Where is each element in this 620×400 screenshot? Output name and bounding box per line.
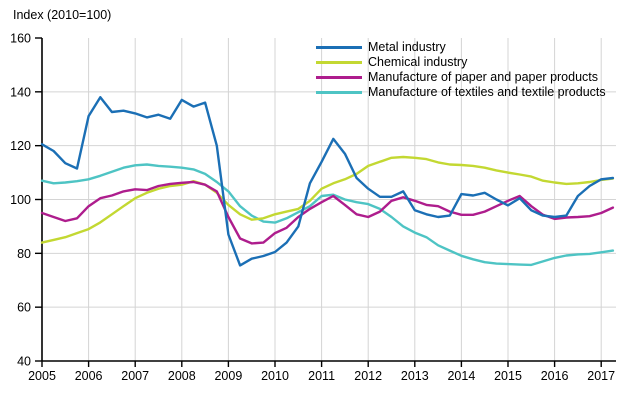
x-tick-label: 2005 [28,369,56,383]
legend-swatch-chemical [316,60,362,64]
x-tick-label: 2007 [121,369,149,383]
series-line-3 [40,163,615,267]
x-tick-label: 2008 [168,369,196,383]
legend-item-chemical: Chemical industry [316,56,606,68]
legend-swatch-metal [316,45,362,49]
y-tick-label: 100 [10,193,31,207]
x-tick-label: 2009 [214,369,242,383]
series-line-0 [40,95,615,267]
x-tick-label: 2011 [308,369,335,383]
x-tick-label: 2013 [401,369,429,383]
chart-title: Index (2010=100) [13,8,112,22]
series-line-2 [40,180,615,245]
legend-item-textiles: Manufacture of textiles and textile prod… [316,86,606,98]
chart-legend: Metal industry Chemical industry Manufac… [316,41,606,98]
y-tick-label: 60 [17,301,31,315]
legend-item-metal: Metal industry [316,41,606,53]
legend-swatch-paper [316,75,362,79]
x-tick-label: 2015 [494,369,522,383]
x-tick-label: 2014 [447,369,475,383]
x-tick-label: 2016 [541,369,569,383]
y-tick-label: 140 [10,85,31,99]
series-line-1 [40,155,615,244]
legend-label-paper: Manufacture of paper and paper products [368,70,599,84]
legend-label-metal: Metal industry [368,40,446,54]
legend-label-chemical: Chemical industry [368,55,468,69]
x-tick-label: 2010 [261,369,289,383]
y-tick-label: 160 [10,32,31,46]
y-tick-label: 120 [10,139,31,153]
x-tick-label: 2017 [587,369,615,383]
legend-item-paper: Manufacture of paper and paper products [316,71,606,83]
x-tick-label: 2012 [354,369,382,383]
y-tick-label: 40 [17,355,31,369]
legend-label-textiles: Manufacture of textiles and textile prod… [368,85,606,99]
y-tick-label: 80 [17,247,31,261]
legend-swatch-textiles [316,90,362,94]
x-tick-label: 2006 [75,369,103,383]
